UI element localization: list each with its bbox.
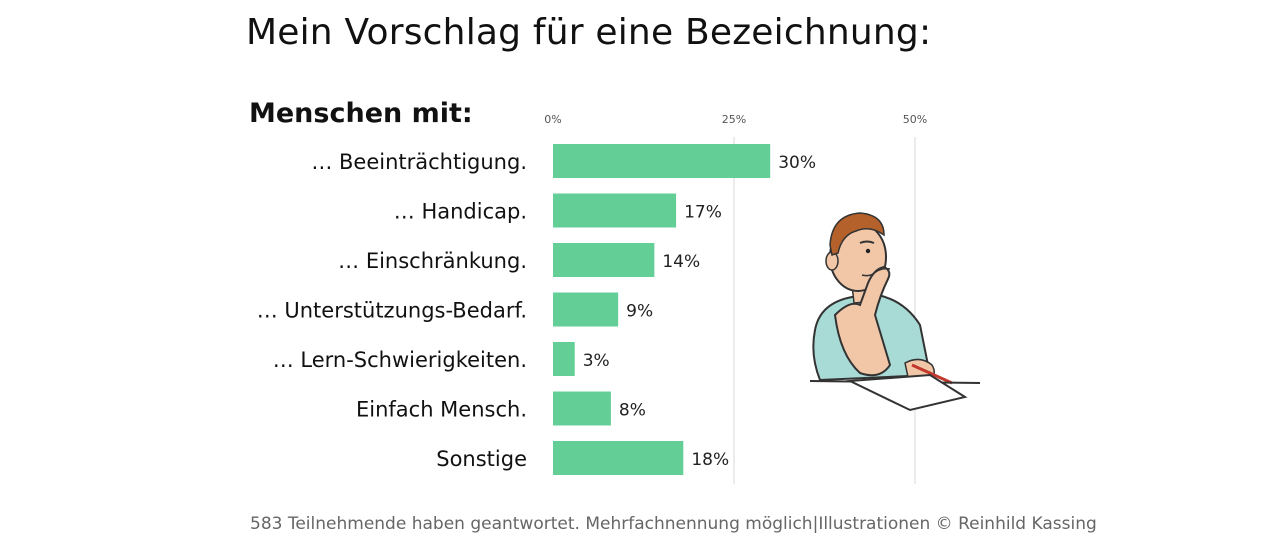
category-label: … Lern-Schwierigkeiten. — [273, 348, 527, 372]
category-label: … Unterstützungs-Bedarf. — [257, 299, 527, 323]
x-tick-label: 25% — [722, 113, 746, 126]
footer-note: 583 Teilnehmende haben geantwortet. Mehr… — [250, 514, 1097, 534]
category-label: … Handicap. — [394, 200, 527, 224]
bar — [553, 391, 611, 426]
chart-subtitle: Menschen mit: — [249, 98, 473, 129]
value-label: 30% — [778, 153, 816, 173]
bar — [553, 144, 771, 178]
value-label: 3% — [583, 351, 610, 371]
bar-chart: 0% 25% 50% … Beeinträchtigung.… Handicap.…… — [257, 113, 927, 484]
x-tick-label: 0% — [544, 113, 561, 126]
value-label: 8% — [619, 401, 646, 421]
chart-title: Mein Vorschlag für eine Bezeichnung: — [246, 12, 932, 53]
value-labels: 30% 17% 14% 9% 3% 8% 18% — [583, 153, 816, 470]
value-label: 18% — [691, 450, 729, 470]
bar — [553, 342, 575, 376]
category-label: … Einschränkung. — [338, 249, 527, 273]
value-label: 14% — [662, 252, 700, 272]
x-tick-label: 50% — [903, 113, 927, 126]
bar — [553, 441, 684, 475]
bar — [553, 292, 619, 327]
thinking-person-illustration — [809, 212, 981, 412]
bar — [553, 243, 655, 277]
x-axis-ticks: 0% 25% 50% — [544, 113, 927, 126]
category-label: Einfach Mensch. — [356, 398, 527, 422]
value-label: 9% — [626, 302, 653, 322]
gridlines — [733, 137, 916, 484]
category-label: … Beeinträchtigung. — [311, 150, 527, 174]
value-label: 17% — [684, 203, 722, 223]
bar — [553, 193, 677, 228]
category-label: Sonstige — [436, 447, 527, 471]
bars — [553, 144, 771, 475]
category-labels: … Beeinträchtigung. … Handicap. … Einschrä… — [257, 150, 527, 471]
